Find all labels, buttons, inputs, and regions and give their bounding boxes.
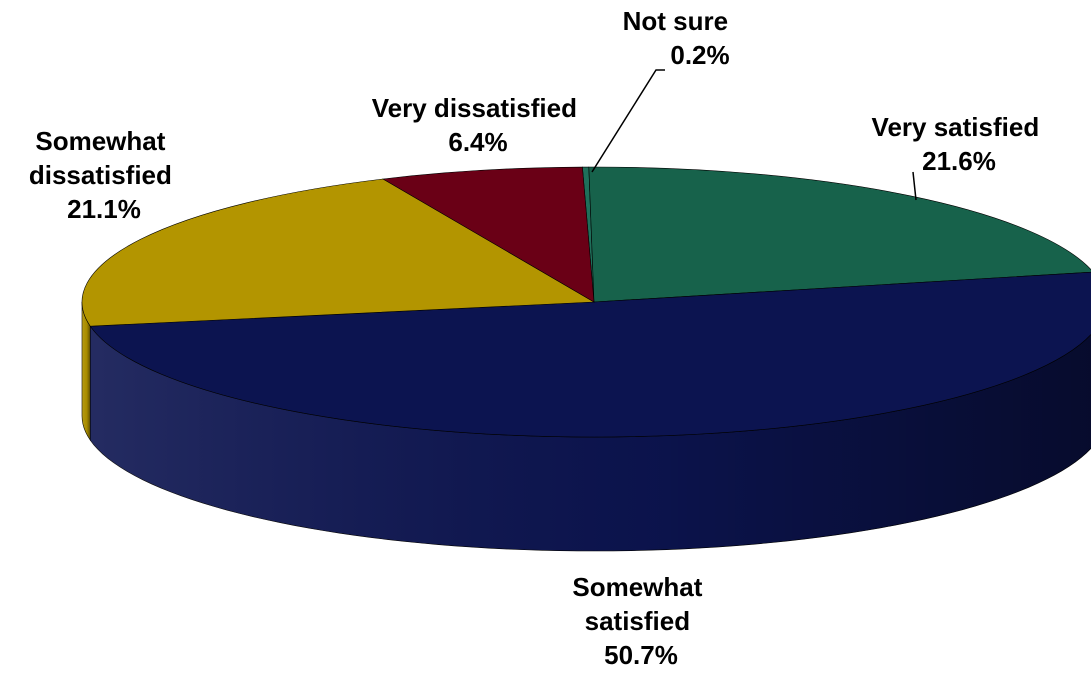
pie-side-shading-somewhat-dissatisfied: [82, 302, 91, 441]
pie-slice-somewhat-dissatisfied: [81, 178, 596, 327]
pie-top-slices: [81, 166, 1091, 438]
leader-line-not-sure: [591, 69, 665, 173]
label-somewhat-dissatisfied: Somewhat dissatisfied 21.1%: [29, 126, 179, 224]
label-somewhat-satisfied-name-1: Somewhat: [572, 572, 702, 602]
label-somewhat-satisfied-percent: 50.7%: [604, 640, 678, 670]
label-very-satisfied-percent: 21.6%: [922, 146, 996, 176]
pie-slice-somewhat-satisfied: [89, 271, 1091, 438]
pie-side-shading-somewhat-satisfied: [90, 326, 1091, 551]
label-somewhat-satisfied-name-2: satisfied: [585, 606, 691, 636]
label-not-sure-name: Not sure: [623, 6, 728, 36]
label-somewhat-dissatisfied-name-1: Somewhat: [35, 126, 165, 156]
label-very-dissatisfied: Very dissatisfied 6.4%: [372, 93, 584, 157]
label-somewhat-satisfied: Somewhat satisfied 50.7%: [572, 572, 709, 670]
label-somewhat-dissatisfied-name-2: dissatisfied: [29, 160, 172, 190]
label-not-sure: Not sure 0.2%: [623, 6, 736, 70]
label-very-satisfied: Very satisfied 21.6%: [872, 112, 1047, 176]
pie-labels: Not sure 0.2% Very satisfied 21.6% Somew…: [29, 6, 1047, 670]
leader-lines: [591, 69, 917, 201]
label-very-satisfied-name: Very satisfied: [872, 112, 1040, 142]
label-very-dissatisfied-name: Very dissatisfied: [372, 93, 577, 123]
pie-slice-very-satisfied: [588, 166, 1091, 303]
label-not-sure-percent: 0.2%: [670, 40, 729, 70]
pie-slice-very-dissatisfied: [382, 166, 595, 303]
leader-line-very-satisfied: [912, 171, 917, 201]
label-very-dissatisfied-percent: 6.4%: [448, 127, 507, 157]
label-somewhat-dissatisfied-percent: 21.1%: [67, 194, 141, 224]
